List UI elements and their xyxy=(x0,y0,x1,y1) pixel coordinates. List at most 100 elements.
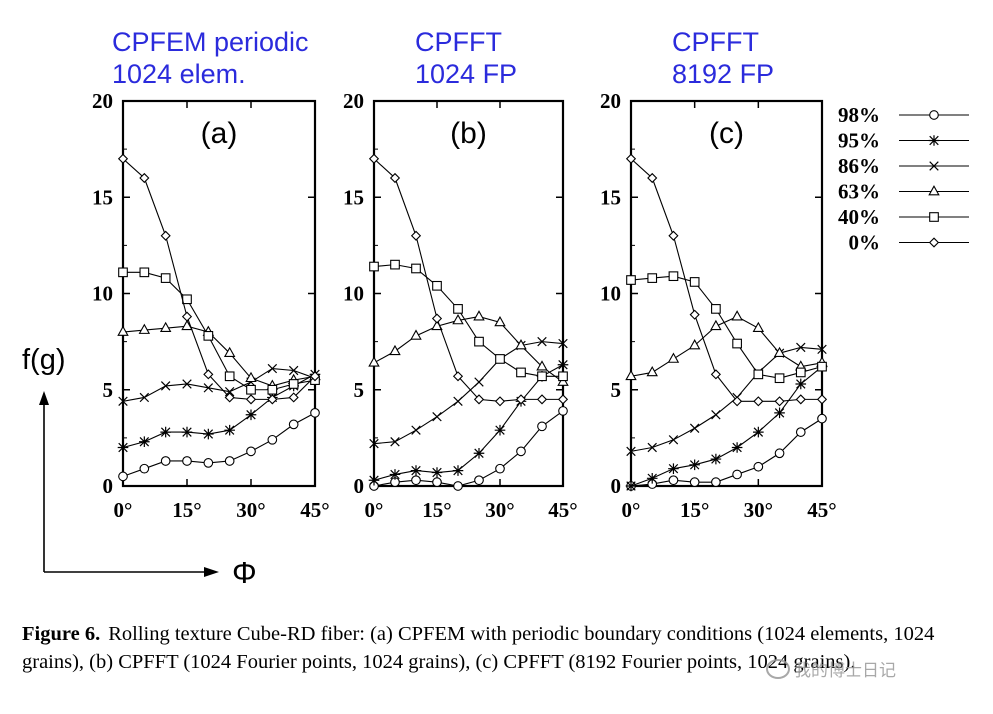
data-point-a-5-3 xyxy=(181,311,193,322)
data-point-c-3-7 xyxy=(773,346,786,358)
panel-title-c-line2: 8192 FP xyxy=(672,59,775,89)
y-tick-label-a-4: 20 xyxy=(92,89,113,113)
plot-frame-c xyxy=(629,99,824,488)
figure: 0 5 10 15 20 0° 15° 30° 45° (a) 0 5 10 15 20 0° 15° 30° 45… xyxy=(22,89,969,590)
data-point-c-3-3 xyxy=(688,339,701,350)
data-point-c-4-0 xyxy=(626,275,636,285)
data-point-c-5-5 xyxy=(732,396,743,407)
data-point-a-1-2 xyxy=(160,426,171,438)
data-point-b-4-4 xyxy=(453,304,463,314)
data-point-c-0-4 xyxy=(711,477,721,488)
data-point-a-0-6 xyxy=(246,446,256,457)
x-tick-label-b-1: 15° xyxy=(422,498,451,522)
y-axis-arrowhead xyxy=(39,391,49,405)
caption-figure-label: Figure 6. xyxy=(22,623,101,645)
data-point-c-3-6 xyxy=(752,321,765,333)
data-point-a-5-8 xyxy=(288,392,299,403)
data-point-a-0-0 xyxy=(118,471,128,482)
series-line-a-0 xyxy=(122,412,316,477)
panel-title-b-line1: CPFFT xyxy=(415,27,502,57)
series-line-c-3 xyxy=(630,315,823,377)
data-point-a-4-2 xyxy=(160,273,171,283)
series-b-40% xyxy=(369,259,568,382)
data-point-a-2-7 xyxy=(267,363,278,374)
data-point-b-2-1 xyxy=(390,437,400,447)
data-point-b-3-5 xyxy=(473,310,485,321)
data-point-a-5-2 xyxy=(160,230,171,241)
plot-frame-b xyxy=(372,99,565,488)
data-point-a-5-7 xyxy=(267,394,278,405)
data-point-a-3-6 xyxy=(245,371,257,383)
panel-label-c: (c) xyxy=(709,117,744,150)
legend-label-2: 86% xyxy=(838,154,880,178)
data-point-b-0-6 xyxy=(495,463,505,474)
data-point-b-2-8 xyxy=(537,336,547,347)
data-point-b-5-7 xyxy=(515,394,527,405)
data-point-a-4-5 xyxy=(224,371,235,382)
data-point-c-1-4 xyxy=(710,453,722,465)
y-tick-label-a-2: 10 xyxy=(92,282,113,306)
data-point-a-2-8 xyxy=(288,365,299,376)
legend-label-3: 63% xyxy=(838,180,880,204)
data-point-a-1-6 xyxy=(245,409,257,421)
x-tick-label-c-2: 30° xyxy=(744,498,773,522)
series-line-a-3 xyxy=(122,325,316,387)
data-point-a-5-9 xyxy=(309,371,321,382)
y-tick-label-a-3: 15 xyxy=(92,185,113,209)
data-point-a-3-2 xyxy=(159,321,172,333)
data-point-a-1-1 xyxy=(139,436,150,448)
data-point-b-4-6 xyxy=(495,354,505,364)
data-point-b-5-8 xyxy=(536,394,548,405)
data-point-b-3-6 xyxy=(494,315,506,327)
y-tick-label-a-0: 0 xyxy=(103,474,114,498)
legend-label-1: 95% xyxy=(838,129,880,153)
data-point-b-0-2 xyxy=(411,475,421,486)
data-point-b-3-7 xyxy=(515,339,527,350)
plot-frame-a xyxy=(121,99,317,488)
y-tick-label-c-0: 0 xyxy=(611,474,622,498)
series-line-a-2 xyxy=(122,368,316,402)
y-tick-label-b-2: 10 xyxy=(343,282,364,306)
x-axis-arrowhead xyxy=(204,567,219,577)
data-point-b-1-1 xyxy=(389,469,401,480)
data-point-b-4-0 xyxy=(369,261,379,272)
series-b-86% xyxy=(369,336,568,449)
data-point-c-4-5 xyxy=(732,338,742,349)
data-point-a-3-3 xyxy=(181,319,193,331)
data-point-c-5-8 xyxy=(795,394,806,405)
data-point-b-2-2 xyxy=(411,425,421,435)
data-point-b-5-3 xyxy=(431,313,443,324)
series-line-b-4 xyxy=(373,264,563,377)
data-point-c-1-7 xyxy=(774,407,785,419)
data-point-c-5-2 xyxy=(668,230,679,241)
series-line-a-5 xyxy=(122,158,316,400)
data-point-b-3-0 xyxy=(368,356,380,367)
data-point-c-2-4 xyxy=(711,410,721,420)
x-tick-label-a-0: 0° xyxy=(114,498,133,522)
x-tick-label-a-1: 15° xyxy=(172,498,201,522)
series-line-c-5 xyxy=(630,158,822,402)
data-point-a-1-0 xyxy=(117,442,129,453)
data-point-b-1-6 xyxy=(494,424,506,436)
data-point-c-0-6 xyxy=(753,461,764,472)
data-point-c-0-8 xyxy=(795,427,806,437)
legend-marker-5 xyxy=(928,237,940,248)
data-point-c-4-7 xyxy=(774,373,785,384)
data-point-b-0-5 xyxy=(474,475,484,486)
data-point-a-5-6 xyxy=(245,394,257,405)
data-point-c-5-0 xyxy=(625,153,637,164)
data-point-b-0-3 xyxy=(432,477,442,488)
data-point-c-3-0 xyxy=(625,369,637,381)
data-point-c-2-1 xyxy=(647,442,657,453)
data-point-a-1-3 xyxy=(181,426,193,438)
data-point-c-1-5 xyxy=(731,442,743,453)
legend-marker-4 xyxy=(929,212,939,222)
data-point-a-2-3 xyxy=(182,379,192,389)
data-point-c-4-9 xyxy=(817,361,827,372)
caption-text: Rolling texture Cube-RD fiber: (a) CPFEM… xyxy=(22,623,935,673)
data-point-a-3-0 xyxy=(117,325,129,336)
x-tick-label-b-0: 0° xyxy=(365,498,384,522)
data-point-c-2-8 xyxy=(796,342,806,353)
data-point-b-2-0 xyxy=(369,438,379,449)
y-tick-label-c-3: 15 xyxy=(600,185,621,209)
